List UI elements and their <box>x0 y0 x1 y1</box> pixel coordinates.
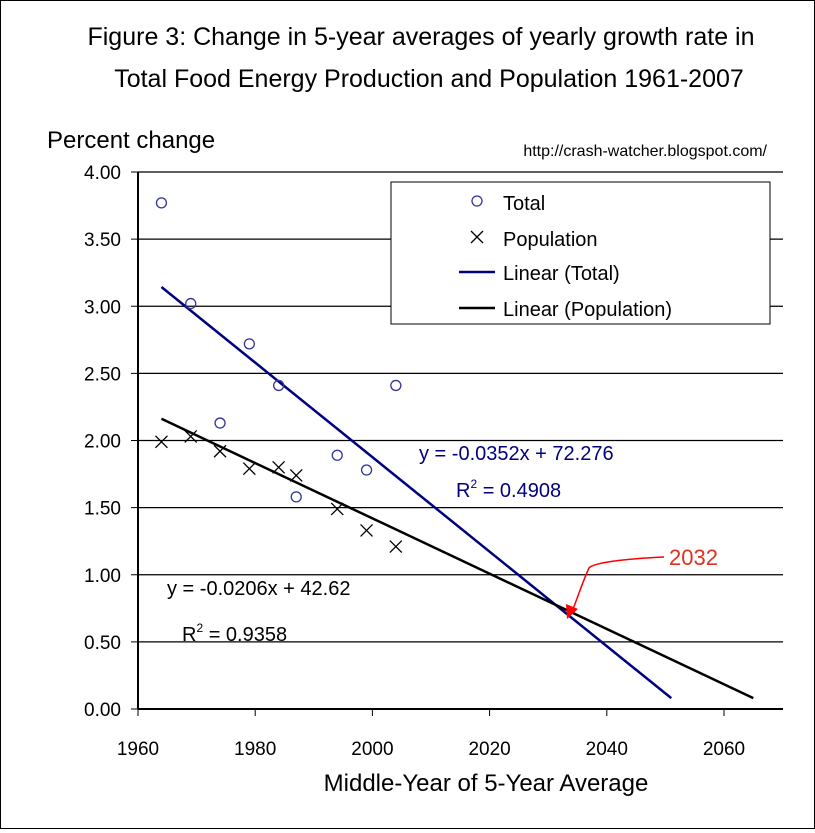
x-tick-label: 2000 <box>351 739 393 760</box>
total-r2: R2 = 0.4908 <box>456 477 561 502</box>
point-population <box>242 462 256 476</box>
point-total <box>155 197 168 209</box>
chart-title-line1: Figure 3: Change in 5-year averages of y… <box>87 23 754 51</box>
x-tick-label: 2020 <box>468 739 510 760</box>
annotation-arrow <box>572 556 665 610</box>
y-tick-label: 4.00 <box>84 163 121 184</box>
point-population <box>213 444 227 458</box>
r2-label: R <box>456 480 470 502</box>
trendline-linear-total <box>160 286 673 700</box>
point-total <box>331 449 343 461</box>
y-tick-label: 2.00 <box>84 432 121 453</box>
y-axis-label: Percent change <box>47 127 215 154</box>
y-tick-label: 2.50 <box>84 364 121 385</box>
legend-box <box>390 181 771 325</box>
legend-linear-population: Linear (Population) <box>503 299 672 321</box>
point-population <box>184 430 198 443</box>
x-tick-label: 2040 <box>586 739 628 760</box>
population-r2: R2 = 0.9358 <box>182 621 287 646</box>
point-total <box>214 417 226 429</box>
point-total <box>272 379 285 392</box>
r2-sup: 2 <box>196 621 203 635</box>
point-total <box>185 297 197 310</box>
point-population <box>272 460 286 474</box>
source-url: http://crash-watcher.blogspot.com/ <box>523 143 767 160</box>
y-tick-label: 1.50 <box>84 499 121 520</box>
y-tick-label: 1.00 <box>84 566 121 587</box>
point-population <box>289 468 303 482</box>
r2-sup: 2 <box>470 477 477 491</box>
point-population <box>389 540 403 554</box>
y-tick-label: 3.00 <box>84 297 121 318</box>
legend-total: Total <box>503 193 545 215</box>
annotation-2032: 2032 <box>669 545 718 570</box>
legend: Total Population Linear (Total) Linear (… <box>390 181 771 325</box>
y-tick-label: 0.00 <box>84 700 121 721</box>
legend-linear-total: Linear (Total) <box>503 263 620 285</box>
point-population <box>360 523 373 537</box>
r2-value: = 0.4908 <box>477 480 561 502</box>
total-equation: y = -0.0352x + 72.276 <box>419 443 614 465</box>
x-tick-label: 1980 <box>234 739 276 760</box>
trendline-linear-population <box>160 417 754 700</box>
legend-x-marker <box>470 230 484 244</box>
x-tick-label: 1960 <box>117 739 159 760</box>
population-equation: y = -0.0206x + 42.62 <box>167 578 350 600</box>
point-total <box>390 379 402 392</box>
y-tick-label: 0.50 <box>84 633 121 654</box>
r2-label: R <box>182 624 196 646</box>
x-axis-label: Middle-Year of 5-Year Average <box>324 770 649 797</box>
r2-value: = 0.9358 <box>203 624 287 646</box>
point-total <box>290 491 302 503</box>
annotation-arrowhead <box>566 604 578 619</box>
point-total <box>360 464 373 476</box>
point-population <box>330 502 344 516</box>
y-tick-label: 3.50 <box>84 230 121 251</box>
x-tick-label: 2060 <box>703 739 745 760</box>
point-total <box>243 338 255 350</box>
point-population <box>154 435 168 449</box>
chart-title-line2: Total Food Energy Production and Populat… <box>114 65 744 93</box>
legend-circle-marker <box>471 195 483 207</box>
legend-population: Population <box>503 229 598 251</box>
